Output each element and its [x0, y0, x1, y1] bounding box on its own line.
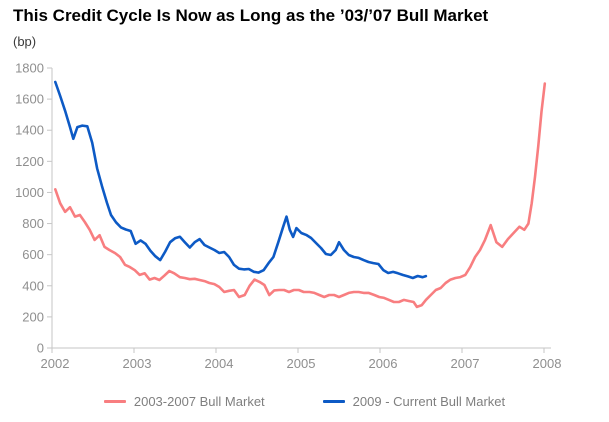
y-tick-label: 200 — [22, 309, 44, 324]
legend-swatch-pink — [103, 400, 126, 403]
y-tick-label: 600 — [22, 247, 44, 262]
chart-title: This Credit Cycle Is Now as Long as the … — [13, 6, 489, 25]
series-line-0 — [53, 82, 547, 309]
y-tick-label: 1200 — [15, 154, 44, 169]
x-tick-label: 2007 — [451, 356, 480, 371]
legend-item-2003-2007: 2003-2007 Bull Market — [103, 394, 265, 409]
x-tick-label: 2008 — [533, 356, 562, 371]
legend-label-2003-2007: 2003-2007 Bull Market — [133, 394, 265, 409]
x-tick-label: 2005 — [287, 356, 316, 371]
y-tick-label: 0 — [37, 341, 44, 356]
series-line-1 — [53, 80, 428, 280]
legend-label-2009-current: 2009 - Current Bull Market — [352, 394, 506, 409]
legend-item-2009-current: 2009 - Current Bull Market — [322, 394, 506, 409]
y-tick-label: 800 — [22, 216, 44, 231]
x-tick-label: 2002 — [41, 356, 70, 371]
y-tick-label: 1000 — [15, 185, 44, 200]
x-tick-label: 2004 — [205, 356, 234, 371]
x-tick-label: 2006 — [369, 356, 398, 371]
legend-swatch-blue — [322, 400, 345, 403]
y-tick-label: 1600 — [15, 92, 44, 107]
x-tick-label: 2003 — [123, 356, 152, 371]
y-tick-label: 1800 — [15, 61, 44, 76]
chart-legend: 2003-2007 Bull Market 2009 - Current Bul… — [0, 394, 609, 409]
y-tick-label: 1400 — [15, 123, 44, 138]
axis-units-label: (bp) — [13, 34, 37, 49]
y-tick-label: 400 — [22, 278, 44, 293]
